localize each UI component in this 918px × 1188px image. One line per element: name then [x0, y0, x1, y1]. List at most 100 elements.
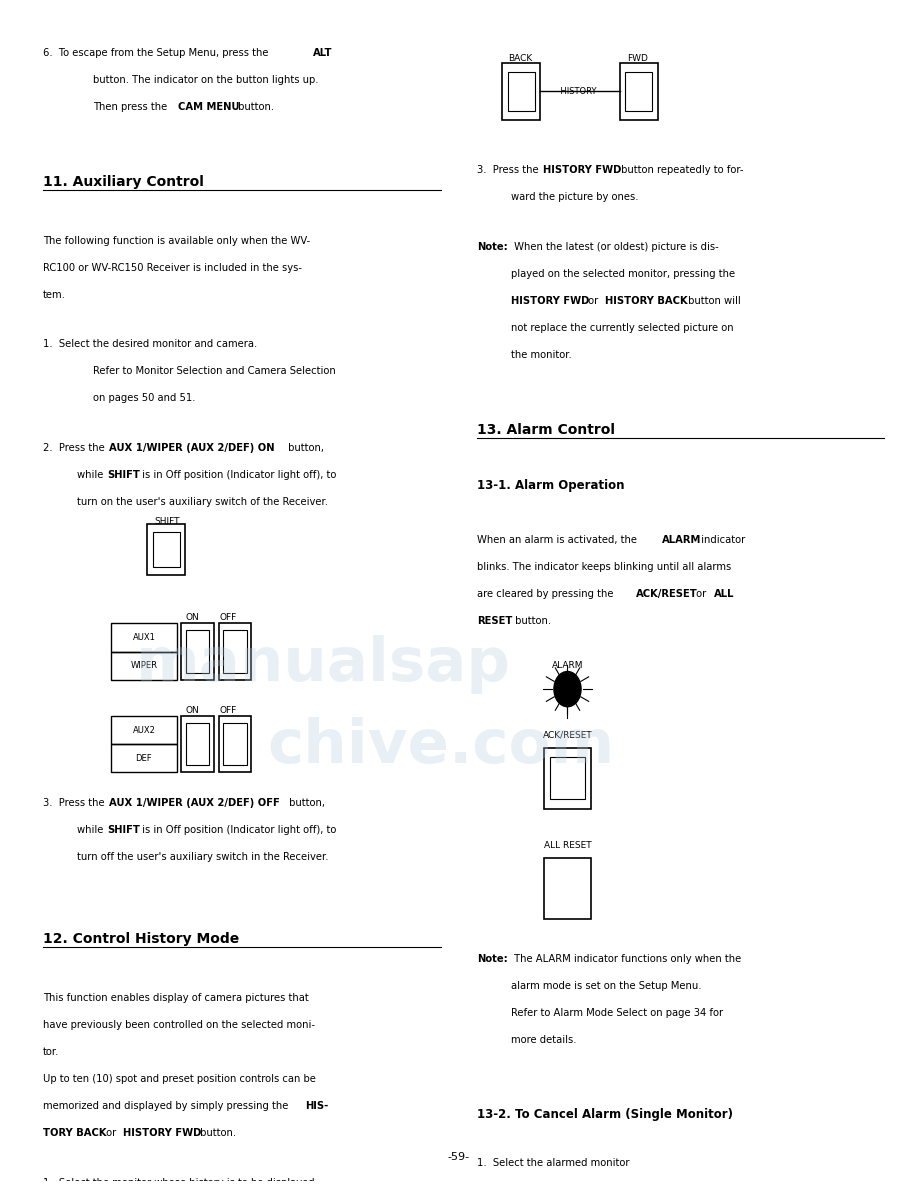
Bar — [544, 747, 591, 809]
Text: The following function is available only when the WV-: The following function is available only… — [43, 236, 310, 246]
Text: 1.  Select the desired monitor and camera.: 1. Select the desired monitor and camera… — [43, 340, 257, 349]
Text: -59-: -59- — [448, 1152, 470, 1162]
Text: SHIFT: SHIFT — [107, 469, 140, 480]
Text: ACK/RESET: ACK/RESET — [636, 589, 698, 599]
Text: RC100 or WV-RC150 Receiver is included in the sys-: RC100 or WV-RC150 Receiver is included i… — [43, 263, 302, 273]
Text: manualsар: manualsар — [136, 634, 511, 694]
Text: BACK: BACK — [509, 53, 532, 63]
Text: is in Off position (Indicator light off), to: is in Off position (Indicator light off)… — [139, 826, 336, 835]
Text: HIS-: HIS- — [306, 1101, 329, 1111]
Text: HISTORY FWD: HISTORY FWD — [543, 165, 621, 176]
Text: AUX1: AUX1 — [132, 633, 155, 642]
Bar — [508, 71, 535, 112]
Text: are cleared by pressing the: are cleared by pressing the — [477, 589, 617, 599]
Text: This function enables display of camera pictures that: This function enables display of camera … — [43, 993, 308, 1003]
Text: tem.: tem. — [43, 290, 66, 299]
Text: Note:: Note: — [477, 954, 508, 965]
Text: turn on the user's auxiliary switch of the Receiver.: turn on the user's auxiliary switch of t… — [77, 497, 329, 506]
Text: AUX 1/WIPER (AUX 2/DEF) ON: AUX 1/WIPER (AUX 2/DEF) ON — [109, 443, 274, 453]
Text: ALARM: ALARM — [662, 536, 701, 545]
Bar — [620, 63, 658, 120]
Text: SHIFT: SHIFT — [154, 517, 180, 525]
Text: ON: ON — [185, 613, 199, 621]
Bar — [550, 757, 585, 800]
Text: while: while — [77, 469, 107, 480]
Text: ward the picture by ones.: ward the picture by ones. — [511, 192, 639, 202]
Text: 6.  To escape from the Setup Menu, press the: 6. To escape from the Setup Menu, press … — [43, 48, 272, 58]
Text: 2.  Press the: 2. Press the — [43, 443, 108, 453]
Text: Refer to Monitor Selection and Camera Selection: Refer to Monitor Selection and Camera Se… — [93, 366, 336, 377]
Text: SHIFT: SHIFT — [107, 826, 140, 835]
Text: button.: button. — [512, 617, 552, 626]
Text: Refer to Alarm Mode Select on page 34 for: Refer to Alarm Mode Select on page 34 fo… — [511, 1009, 723, 1018]
Bar — [182, 716, 214, 772]
Text: or: or — [103, 1129, 119, 1138]
Text: 3.  Press the: 3. Press the — [43, 798, 107, 808]
Bar — [223, 723, 247, 765]
Text: or: or — [693, 589, 710, 599]
Text: 13. Alarm Control: 13. Alarm Control — [477, 423, 615, 436]
Text: 11. Auxiliary Control: 11. Auxiliary Control — [43, 175, 204, 189]
Bar — [152, 532, 180, 567]
Text: FWD: FWD — [628, 53, 648, 63]
Text: 1.  Select the alarmed monitor: 1. Select the alarmed monitor — [477, 1157, 630, 1168]
Text: ON: ON — [185, 706, 199, 714]
Text: 13-2. To Cancel Alarm (Single Monitor): 13-2. To Cancel Alarm (Single Monitor) — [477, 1108, 733, 1121]
Text: button,: button, — [285, 443, 324, 453]
Bar — [186, 631, 209, 672]
Text: button.: button. — [196, 1129, 236, 1138]
Text: ALARM: ALARM — [552, 662, 583, 670]
Text: The ALARM indicator functions only when the: The ALARM indicator functions only when … — [511, 954, 742, 965]
Bar — [111, 624, 177, 651]
Text: 12. Control History Mode: 12. Control History Mode — [43, 933, 240, 946]
Text: AUX 1/WIPER (AUX 2/DEF) OFF: AUX 1/WIPER (AUX 2/DEF) OFF — [109, 798, 280, 808]
Text: When an alarm is activated, the: When an alarm is activated, the — [477, 536, 640, 545]
Text: memorized and displayed by simply pressing the: memorized and displayed by simply pressi… — [43, 1101, 292, 1111]
Text: button. The indicator on the button lights up.: button. The indicator on the button ligh… — [93, 75, 319, 86]
Bar — [223, 631, 247, 672]
Text: DEF: DEF — [136, 754, 152, 763]
Bar — [186, 723, 209, 765]
Text: 1.  Select the monitor whose history is to be displayed.: 1. Select the monitor whose history is t… — [43, 1177, 318, 1188]
Text: tor.: tor. — [43, 1047, 60, 1057]
Text: Up to ten (10) spot and preset position controls can be: Up to ten (10) spot and preset position … — [43, 1074, 316, 1085]
Text: Note:: Note: — [477, 242, 508, 252]
Text: turn off the user's auxiliary switch in the Receiver.: turn off the user's auxiliary switch in … — [77, 852, 329, 862]
Bar — [218, 716, 251, 772]
Text: chive.com: chive.com — [267, 718, 614, 776]
Text: is in Off position (Indicator light off), to: is in Off position (Indicator light off)… — [139, 469, 336, 480]
Text: the monitor.: the monitor. — [511, 349, 572, 360]
Text: ALT: ALT — [312, 48, 332, 58]
Circle shape — [554, 671, 581, 707]
Bar — [147, 524, 185, 575]
Text: played on the selected monitor, pressing the: played on the selected monitor, pressing… — [511, 268, 735, 279]
Text: RESET: RESET — [477, 617, 512, 626]
Text: button.: button. — [235, 102, 274, 112]
Text: alarm mode is set on the Setup Menu.: alarm mode is set on the Setup Menu. — [511, 981, 702, 992]
Text: ALL RESET: ALL RESET — [543, 841, 591, 849]
Text: ACK/RESET: ACK/RESET — [543, 731, 592, 740]
Text: WIPER: WIPER — [130, 661, 157, 670]
Text: blinks. The indicator keeps blinking until all alarms: blinks. The indicator keeps blinking unt… — [477, 562, 732, 573]
Bar — [502, 63, 541, 120]
Text: more details.: more details. — [511, 1036, 577, 1045]
Text: —HISTORY—: —HISTORY— — [553, 87, 606, 96]
Bar — [111, 745, 177, 772]
Bar — [625, 71, 653, 112]
Text: Then press the: Then press the — [93, 102, 170, 112]
Text: have previously been controlled on the selected moni-: have previously been controlled on the s… — [43, 1020, 315, 1030]
Text: not replace the currently selected picture on: not replace the currently selected pictu… — [511, 323, 734, 333]
Text: button repeatedly to for-: button repeatedly to for- — [618, 165, 744, 176]
Bar — [544, 858, 591, 920]
Text: OFF: OFF — [219, 706, 237, 714]
Text: CAM MENU: CAM MENU — [178, 102, 240, 112]
Text: AUX2: AUX2 — [132, 726, 155, 734]
Text: button,: button, — [286, 798, 325, 808]
Bar — [218, 624, 251, 680]
Text: Refer to Monitor Selection on page 50.: Refer to Monitor Selection on page 50. — [527, 1184, 719, 1188]
Text: button will: button will — [685, 296, 741, 305]
Text: OFF: OFF — [219, 613, 237, 621]
Text: indicator: indicator — [698, 536, 744, 545]
Text: 13-1. Alarm Operation: 13-1. Alarm Operation — [477, 479, 624, 492]
Bar — [111, 651, 177, 680]
